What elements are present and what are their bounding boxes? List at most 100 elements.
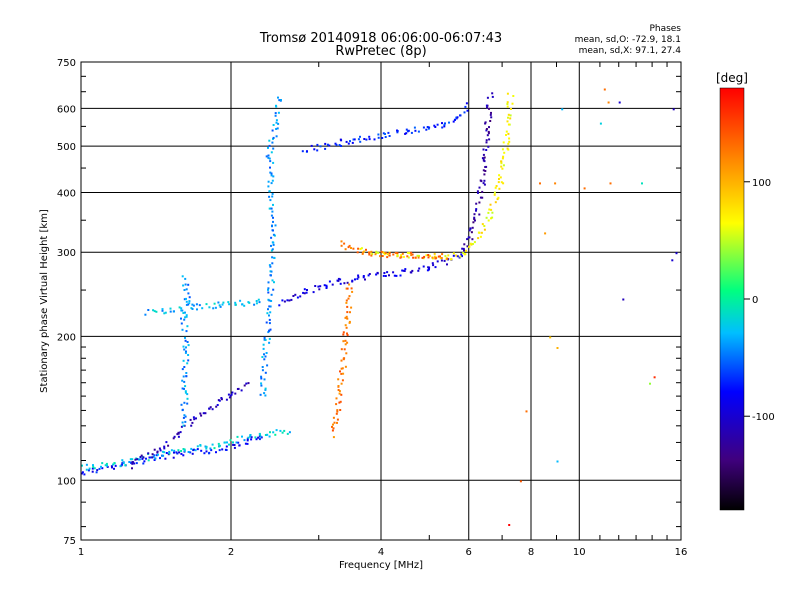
data-point — [342, 358, 345, 361]
data-point — [290, 298, 293, 301]
data-point — [271, 195, 274, 198]
data-point — [85, 468, 88, 471]
data-point — [436, 260, 439, 263]
data-point — [100, 465, 102, 468]
data-point — [114, 464, 117, 467]
data-point — [505, 130, 508, 133]
data-point — [473, 213, 476, 216]
data-point — [370, 254, 373, 257]
data-point — [265, 352, 268, 354]
data-point — [408, 251, 411, 254]
data-point — [482, 159, 485, 162]
data-point — [483, 225, 486, 227]
data-point — [185, 288, 188, 291]
data-point — [138, 458, 141, 461]
data-point — [188, 300, 191, 303]
data-point — [270, 300, 273, 302]
data-point — [217, 301, 220, 304]
data-point — [496, 198, 499, 201]
data-point — [190, 307, 193, 310]
data-point — [489, 113, 492, 116]
data-point — [436, 123, 439, 126]
scatter-point — [508, 524, 511, 526]
data-point — [477, 231, 480, 234]
x-tick-label: 2 — [228, 547, 234, 558]
data-point — [418, 267, 421, 270]
data-point — [271, 262, 274, 265]
data-point — [336, 418, 339, 421]
data-point — [485, 104, 488, 107]
data-point — [209, 447, 212, 450]
data-point — [183, 348, 186, 351]
data-point — [312, 291, 315, 294]
data-point — [471, 243, 474, 245]
data-point — [459, 114, 461, 117]
data-point — [283, 300, 286, 303]
data-point — [208, 452, 210, 455]
data-point — [344, 339, 347, 342]
data-point — [268, 435, 271, 438]
data-point — [475, 208, 478, 211]
data-point — [131, 467, 133, 470]
data-point — [173, 435, 176, 438]
x-axis-label: Frequency [MHz] — [339, 560, 423, 571]
data-point — [484, 121, 487, 124]
data-point — [192, 416, 195, 419]
data-point — [178, 451, 181, 454]
stats-x-line: mean, sd,X: 97.1, 27.4 — [579, 46, 682, 56]
data-point — [401, 269, 404, 272]
data-point — [181, 421, 184, 424]
data-point — [471, 238, 474, 241]
data-point — [186, 397, 189, 400]
data-point — [495, 185, 498, 187]
data-point — [483, 183, 486, 186]
data-point — [384, 136, 387, 138]
y-tick-label: 750 — [57, 58, 76, 69]
data-point — [261, 366, 264, 368]
data-point — [326, 143, 329, 146]
data-point — [478, 213, 481, 216]
data-point — [509, 117, 512, 120]
data-point — [335, 412, 338, 415]
data-point — [182, 375, 185, 378]
data-point — [340, 393, 343, 396]
data-point — [459, 255, 462, 258]
data-point — [286, 432, 289, 435]
data-point — [205, 445, 208, 448]
data-point — [167, 444, 170, 447]
data-point — [269, 166, 271, 169]
data-point — [325, 285, 328, 288]
data-point — [173, 310, 175, 313]
data-point — [348, 244, 351, 247]
scatter-point — [672, 108, 675, 111]
stats-o-line: mean, sd,O: -72.9, 18.1 — [575, 35, 681, 45]
data-point — [105, 462, 108, 465]
data-point — [349, 311, 351, 314]
data-point — [266, 312, 269, 315]
data-point — [394, 251, 397, 254]
data-point — [133, 462, 136, 465]
data-point — [427, 254, 430, 256]
data-point — [339, 400, 342, 403]
data-point — [196, 308, 198, 311]
data-point — [490, 111, 492, 114]
data-point — [371, 253, 374, 255]
data-point — [382, 132, 385, 135]
data-point — [275, 119, 278, 122]
data-point — [196, 445, 199, 448]
data-point — [268, 299, 271, 302]
data-point — [257, 436, 260, 439]
data-point — [272, 216, 274, 219]
x-tick-label: 8 — [528, 547, 534, 558]
scatter-point — [561, 108, 564, 111]
data-point — [98, 467, 101, 470]
data-point — [165, 441, 168, 444]
data-point — [246, 442, 249, 445]
data-point — [475, 202, 478, 205]
data-point — [331, 425, 333, 428]
data-point — [135, 462, 138, 465]
data-point — [268, 195, 271, 198]
data-point — [480, 231, 483, 234]
data-point — [272, 175, 275, 178]
data-point — [268, 305, 271, 308]
